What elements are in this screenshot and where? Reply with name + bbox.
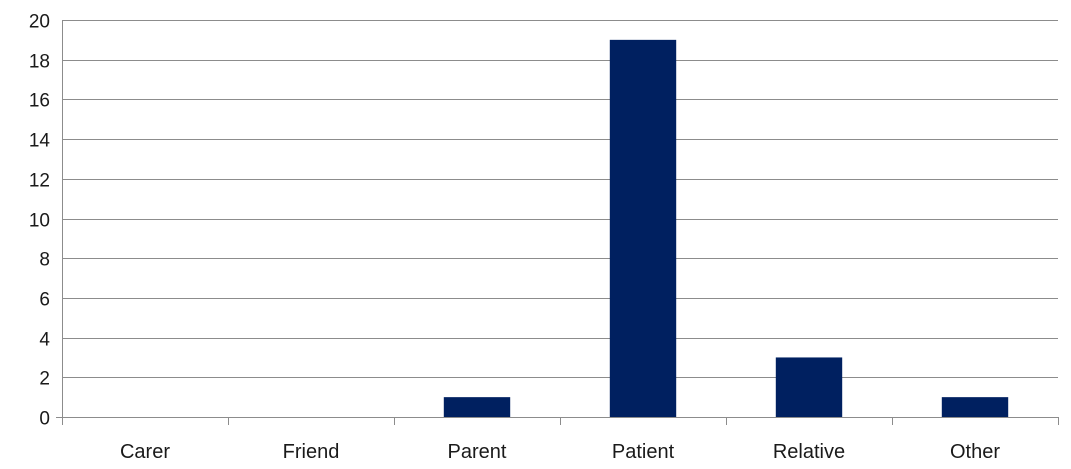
y-tick-label: 2 <box>39 369 50 390</box>
bar-parent <box>443 397 511 417</box>
bar-patient <box>609 39 677 417</box>
y-tick-label: 14 <box>29 131 51 152</box>
x-axis <box>56 20 1059 425</box>
y-tick-label: 8 <box>39 250 50 271</box>
y-tick-label: 18 <box>29 52 50 73</box>
x-category-label-parent: Parent <box>448 441 507 463</box>
y-tick-label: 20 <box>29 12 50 33</box>
bar-other <box>941 397 1009 417</box>
y-tick-label: 0 <box>39 409 50 430</box>
x-axis-category-labels: Carer Friend Parent Patient Relative Other <box>120 441 1000 463</box>
x-category-label-patient: Patient <box>612 441 675 463</box>
y-tick-label: 6 <box>39 290 50 311</box>
x-category-label-carer: Carer <box>120 441 170 463</box>
x-category-label-other: Other <box>950 441 1000 463</box>
x-category-label-relative: Relative <box>773 441 845 463</box>
y-tick-label: 16 <box>29 91 50 112</box>
y-tick-label: 4 <box>39 330 50 351</box>
y-tick-label: 12 <box>29 171 50 192</box>
y-tick-label: 10 <box>29 211 50 232</box>
bars <box>443 39 1009 417</box>
x-category-label-friend: Friend <box>283 441 340 463</box>
gridlines <box>62 20 1058 418</box>
y-axis-tick-labels: 0 2 4 6 8 10 12 14 16 18 20 <box>29 12 51 430</box>
bar-relative <box>775 357 843 417</box>
